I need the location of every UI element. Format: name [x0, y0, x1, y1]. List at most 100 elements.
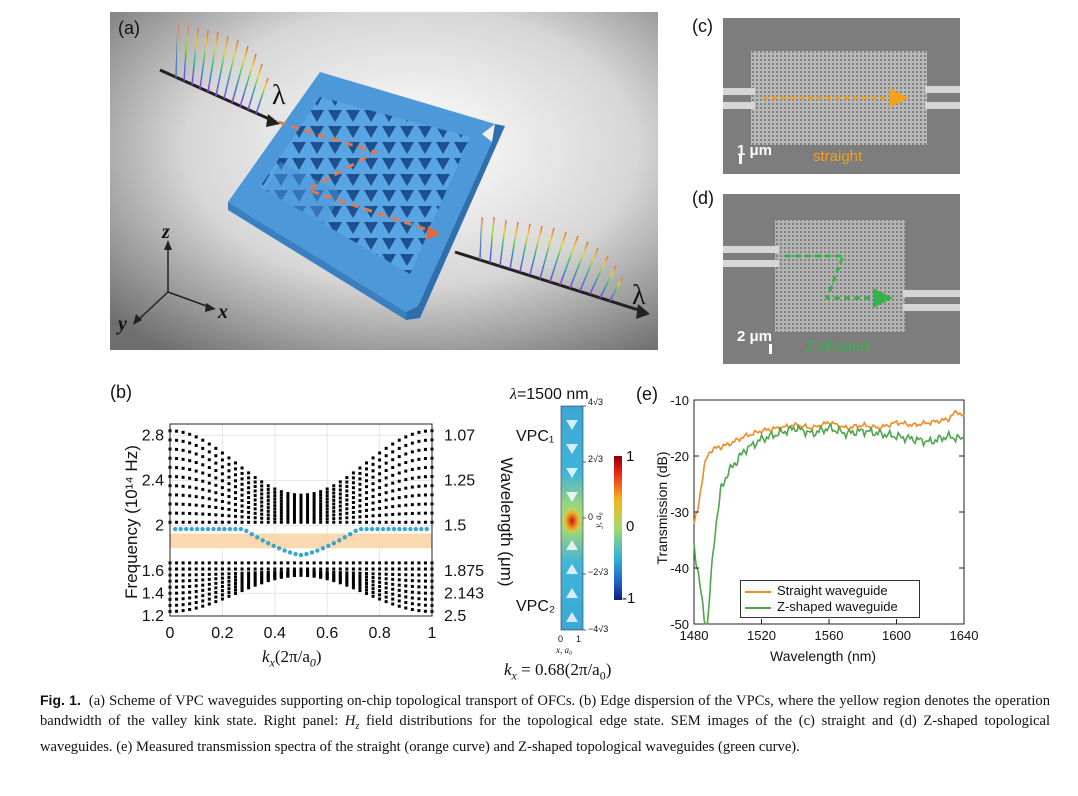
- edge-state-point: [348, 531, 353, 537]
- bulk-upper-point: [286, 512, 290, 516]
- bulk-upper-point: [351, 496, 355, 500]
- bulk-upper-point: [351, 476, 355, 480]
- bulk-upper-point: [194, 478, 198, 482]
- bulk-upper-point: [417, 475, 421, 479]
- bulk-upper-point: [279, 499, 283, 503]
- bulk-upper-point: [279, 520, 283, 524]
- bulk-lower-point: [404, 595, 408, 599]
- panel-a-illustration: λ λ z x y: [110, 12, 658, 350]
- bulk-upper-point: [286, 515, 290, 519]
- series-zshaped: [693, 422, 965, 625]
- bulk-upper-point: [397, 520, 401, 524]
- bulk-upper-point: [391, 489, 395, 493]
- bulk-upper-point: [325, 514, 329, 518]
- bulk-upper-point: [247, 510, 251, 514]
- bulk-upper-point: [188, 467, 192, 471]
- bulk-lower-point: [292, 567, 296, 571]
- bulk-upper-point: [299, 509, 303, 513]
- bulk-upper-point: [247, 515, 251, 519]
- edge-state-point: [173, 526, 178, 532]
- bulk-upper-point: [240, 471, 244, 475]
- bulk-lower-point: [358, 574, 362, 578]
- bulk-lower-point: [253, 581, 257, 585]
- field-title: λ=1500 nm: [510, 386, 589, 404]
- transmission-xtick: 1480: [680, 628, 709, 643]
- bulk-lower-point: [253, 579, 257, 583]
- bulk-lower-point: [201, 594, 205, 598]
- bulk-upper-point: [397, 438, 401, 442]
- edge-state-point: [309, 550, 315, 555]
- bulk-upper-point: [240, 493, 244, 497]
- bulk-upper-point: [240, 499, 244, 503]
- bulk-upper-point: [378, 472, 382, 476]
- bulk-upper-point: [181, 457, 185, 461]
- bulk-lower-point: [181, 567, 185, 571]
- bulk-lower-point: [260, 579, 264, 583]
- bulk-lower-point: [417, 585, 421, 589]
- bulk-upper-point: [253, 489, 257, 493]
- bulk-upper-point: [404, 452, 408, 456]
- kx-value: = 0.68(2π/a: [516, 660, 600, 679]
- bulk-lower-point: [378, 589, 382, 593]
- dispersion-xtick: 0: [166, 625, 175, 642]
- bulk-upper-point: [234, 485, 237, 489]
- bulk-lower-point: [220, 572, 224, 576]
- bulk-upper-point: [338, 508, 342, 512]
- bulk-upper-point: [423, 438, 427, 442]
- bulk-lower-point: [325, 570, 329, 574]
- bulk-lower-point: [391, 592, 395, 596]
- bulk-upper-point: [220, 506, 224, 510]
- edge-state-point: [369, 526, 375, 532]
- bulk-upper-point: [181, 511, 185, 515]
- bulk-lower-point: [201, 561, 205, 565]
- bulk-upper-point: [365, 491, 368, 495]
- bulk-lower-point: [279, 570, 283, 574]
- bulk-upper-point: [423, 502, 427, 506]
- bulk-lower-point: [194, 595, 198, 599]
- edge-state-point: [402, 526, 408, 532]
- bulk-lower-point: [194, 567, 198, 571]
- bulk-upper-point: [384, 505, 388, 509]
- bulk-upper-point: [260, 512, 264, 516]
- bulk-upper-point: [397, 487, 401, 491]
- bulk-upper-point: [240, 504, 244, 508]
- legend-zshaped-text: Z-shaped waveguide: [777, 599, 898, 614]
- dispersion-ytick: 2.4: [142, 472, 164, 489]
- bulk-upper-point: [240, 520, 244, 524]
- transmission-legend: Straight waveguide Z-shaped waveguide: [740, 580, 920, 618]
- bulk-lower-point: [214, 600, 218, 604]
- bulk-upper-point: [234, 491, 237, 495]
- bulk-lower-point: [338, 571, 342, 575]
- bulk-upper-point: [391, 512, 395, 516]
- bulk-lower-point: [188, 579, 192, 583]
- bulk-upper-point: [358, 504, 362, 508]
- kx-close: ): [605, 660, 612, 679]
- bulk-upper-point: [397, 471, 401, 475]
- bulk-upper-point: [273, 504, 277, 508]
- bulk-lower-point: [253, 583, 257, 587]
- bulk-upper-point: [279, 496, 283, 500]
- edge-state-point: [238, 526, 244, 532]
- bulk-upper-point: [286, 509, 290, 513]
- bulk-upper-point: [319, 505, 323, 509]
- bulk-lower-point: [417, 609, 421, 613]
- bulk-upper-point: [214, 469, 218, 473]
- bulk-upper-point: [253, 502, 257, 506]
- bulk-lower-point: [371, 583, 375, 587]
- bulk-lower-point: [214, 572, 218, 576]
- bulk-upper-point: [312, 512, 316, 516]
- bulk-lower-point: [253, 571, 257, 575]
- bulk-lower-point: [312, 567, 316, 571]
- bulk-lower-point: [365, 561, 368, 565]
- bulk-lower-point: [286, 567, 290, 571]
- light-path: [277, 120, 441, 236]
- bulk-upper-point: [299, 520, 303, 524]
- bulk-upper-point: [266, 520, 270, 524]
- kx-k-sub: x: [511, 668, 517, 683]
- bulk-lower-point: [227, 572, 231, 576]
- bulk-upper-point: [338, 484, 342, 488]
- bulk-upper-point: [371, 462, 375, 466]
- bulk-lower-point: [384, 600, 388, 604]
- edge-state-point: [189, 526, 194, 532]
- cbar-tick-top: 1: [626, 448, 635, 465]
